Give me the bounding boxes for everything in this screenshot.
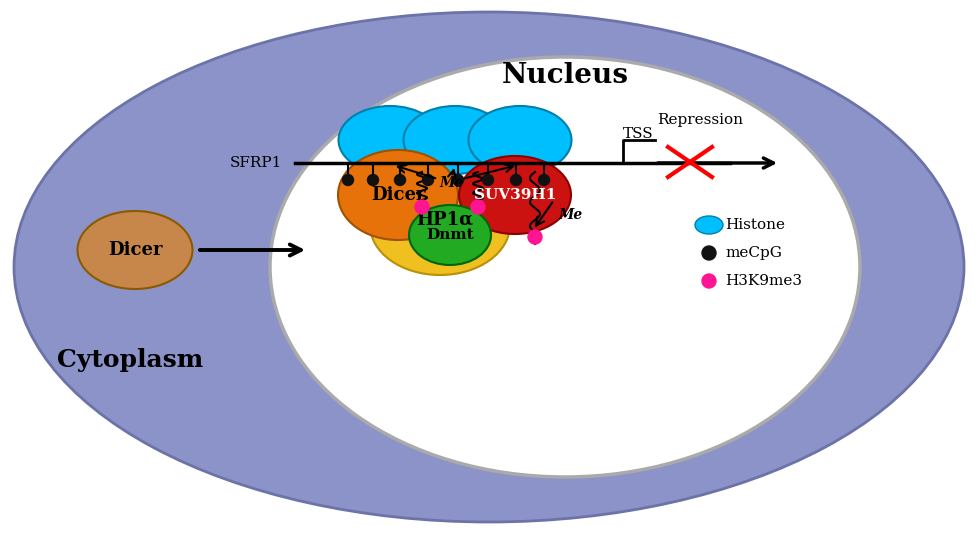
Circle shape	[394, 174, 405, 186]
Text: TSS: TSS	[622, 127, 652, 141]
Circle shape	[367, 174, 378, 186]
Text: Nucleus: Nucleus	[501, 62, 628, 88]
Ellipse shape	[468, 106, 571, 174]
Text: Histone: Histone	[725, 218, 784, 232]
Ellipse shape	[403, 106, 506, 174]
Text: Me: Me	[439, 176, 464, 190]
Ellipse shape	[337, 150, 458, 240]
Circle shape	[510, 174, 521, 186]
Circle shape	[701, 274, 715, 288]
Text: HP1α: HP1α	[416, 211, 473, 229]
Circle shape	[527, 230, 542, 244]
Text: Me: Me	[557, 208, 582, 222]
Ellipse shape	[338, 106, 441, 174]
Circle shape	[452, 174, 463, 186]
Text: H3K9me3: H3K9me3	[725, 274, 801, 288]
Text: Dicer: Dicer	[371, 186, 424, 204]
Ellipse shape	[14, 12, 963, 522]
Text: Dicer: Dicer	[108, 241, 162, 259]
Circle shape	[701, 246, 715, 260]
Text: Dnmt: Dnmt	[425, 228, 473, 242]
Text: SUV39H1: SUV39H1	[473, 188, 556, 202]
Ellipse shape	[459, 156, 570, 234]
Circle shape	[482, 174, 493, 186]
Ellipse shape	[77, 211, 193, 289]
Circle shape	[538, 174, 549, 186]
Text: SFRP1: SFRP1	[230, 156, 282, 170]
Ellipse shape	[409, 205, 491, 265]
Ellipse shape	[694, 216, 723, 234]
Circle shape	[470, 200, 484, 214]
Circle shape	[342, 174, 353, 186]
Ellipse shape	[270, 57, 859, 477]
Text: Cytoplasm: Cytoplasm	[57, 348, 202, 372]
Text: meCpG: meCpG	[725, 246, 781, 260]
Ellipse shape	[370, 175, 510, 275]
Circle shape	[422, 174, 433, 186]
Circle shape	[415, 200, 428, 214]
Text: Repression: Repression	[656, 113, 742, 127]
